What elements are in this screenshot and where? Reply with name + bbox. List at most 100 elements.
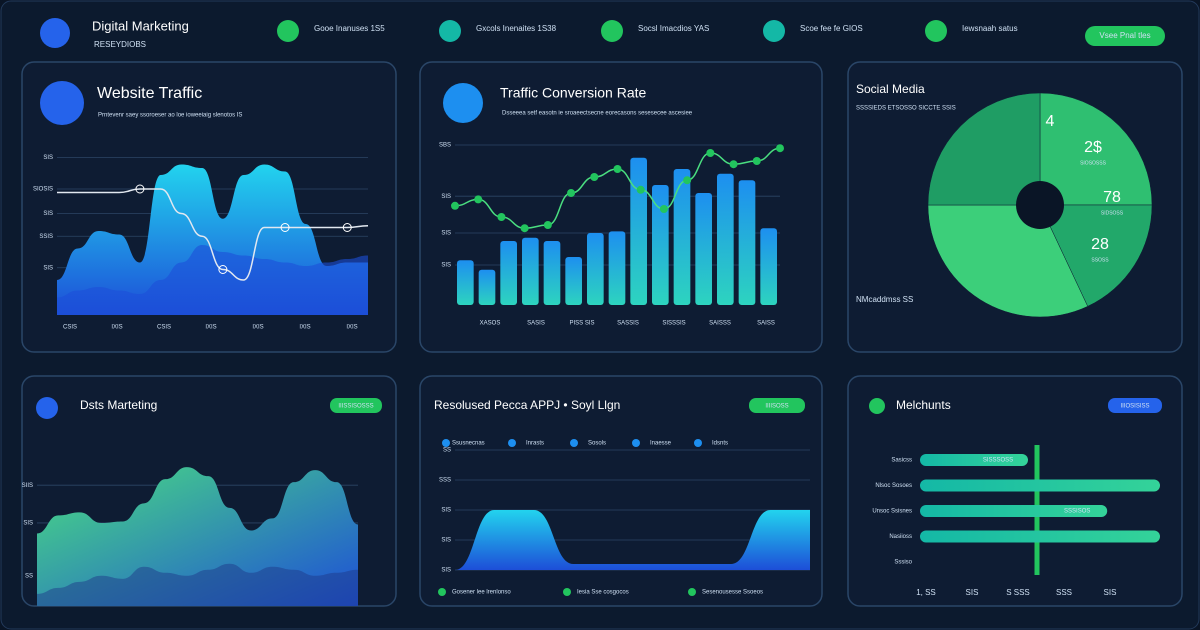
line-point [218,265,228,274]
line-point [776,144,784,153]
tab-label[interactable]: Gxcols Inenaites 1S38 [476,24,557,33]
x-tick-label: SASIS [527,321,545,327]
tab-icon[interactable] [439,20,461,42]
legend-dot [438,588,446,596]
legend-label: Idsnts [712,441,728,447]
panel-button[interactable] [1108,398,1162,413]
line-point [567,189,576,197]
bar [543,241,561,305]
x-tick-label: SIS [966,588,979,597]
h-bar [920,479,1160,492]
line-point [520,224,529,233]
bar [587,233,604,305]
tab-label[interactable]: Iewsnaah satus [962,24,1018,33]
footer-label: Sesenousesse Ssoeos [702,590,763,596]
bar [522,237,539,305]
x-tick-label: CSIS [157,325,171,331]
footer-label: Iesia Sse cosgocos [577,590,629,596]
y-tick-label: SIS [43,265,53,271]
bar [500,241,517,305]
legend-label: Sosols [588,441,606,447]
logo [40,18,70,48]
bar [695,193,712,305]
legend-dot [694,439,702,447]
panel-title: Melchunts [896,398,951,412]
panel-title: Traffic Conversion Rate [500,85,646,101]
panel-button-label[interactable]: IIIOSISISS [1120,404,1149,410]
line-point [497,213,506,221]
panel-button[interactable] [749,398,805,413]
x-tick-label: S SSS [1006,588,1030,597]
tab-icon[interactable] [601,20,623,42]
panel-subtitle: Prntevenr saey ssoroeser ao loe ioweeiai… [98,113,242,119]
panel-button[interactable] [330,398,382,413]
tab-icon[interactable] [277,20,299,42]
traffic-line [57,188,369,281]
row-label: Sasicss [891,458,912,464]
line-point [752,157,761,165]
line-point [683,176,692,185]
x-tick-label: SASSIS [617,321,639,327]
tab-label[interactable]: Socsl Imacdios YAS [638,24,709,33]
tab-icon[interactable] [925,20,947,42]
pie-label: 78 [1103,189,1121,206]
bar [760,228,777,305]
line-point [135,184,145,194]
panel-title: Resolused Pecca APPJ • Soyl Llgn [434,398,620,412]
row-label: Unsoc Ssisnes [872,509,912,515]
tab-label[interactable]: Gooe Inanuses 1S5 [314,24,385,33]
bar [565,257,582,305]
reso-area [455,510,810,570]
x-tick-label: IXIS [111,325,122,331]
icon [869,398,885,414]
y-tick-label: SSIS [39,234,53,240]
pie-note: NMcaddmss SS [856,295,913,304]
y-tick-label: SIS [441,194,451,200]
bar [717,173,734,305]
y-tick-label: SIS [441,508,451,514]
x-tick-label: SAISS [757,321,775,327]
line-point [590,173,599,181]
icon [36,397,58,419]
panel-title: Website Traffic [97,85,202,102]
legend-label: Inaesse [650,441,672,447]
line-point [451,201,459,210]
bar-label: SISSSOSS [983,458,1013,464]
x-tick-label: SIS [1104,588,1117,597]
y-tick-label: SIS [43,211,53,217]
pie-slice [927,92,1041,206]
x-tick-label: IXIS [346,325,357,331]
pie-slice [1039,204,1153,307]
pie-slice [1039,92,1153,206]
bar [608,231,626,305]
legend-dot [508,439,516,447]
h-bar [920,454,1028,466]
panel-button-label[interactable]: IIISSISOSSS [338,404,373,410]
legend-dot [688,588,696,596]
y-tick-label: SIS [441,568,451,574]
pie-label: 28 [1091,236,1109,253]
header-button[interactable] [1085,26,1165,46]
panel-title: Dsts Marteting [80,398,157,412]
row-label: Sssiso [894,560,912,566]
x-tick-label: XASOS [480,321,501,327]
pie-label: 4 [1046,113,1055,130]
tab-icon[interactable] [763,20,785,42]
line-point [729,160,738,169]
x-tick-label: 1, SS [916,588,936,597]
panel-button-label[interactable]: IIIISOSS [765,404,788,410]
panel-subtitle: Dsseeea setf easotn ie sroaeectsecne eor… [502,111,693,117]
line-point [659,205,668,213]
y-tick-label: SS [25,573,33,579]
y-tick-label: SIS [441,263,451,269]
legend-dot [632,439,640,447]
x-tick-label: CSIS [63,325,77,331]
pie-label-note: SIOSOSSS [1080,160,1107,166]
h-bar [920,505,1108,517]
x-tick-label: IXIS [252,325,263,331]
tab-label[interactable]: Scoe fee fe GIOS [800,24,863,33]
traffic-area-2 [57,245,368,315]
header-button-label[interactable]: Vsee Pnal tles [1099,31,1150,40]
